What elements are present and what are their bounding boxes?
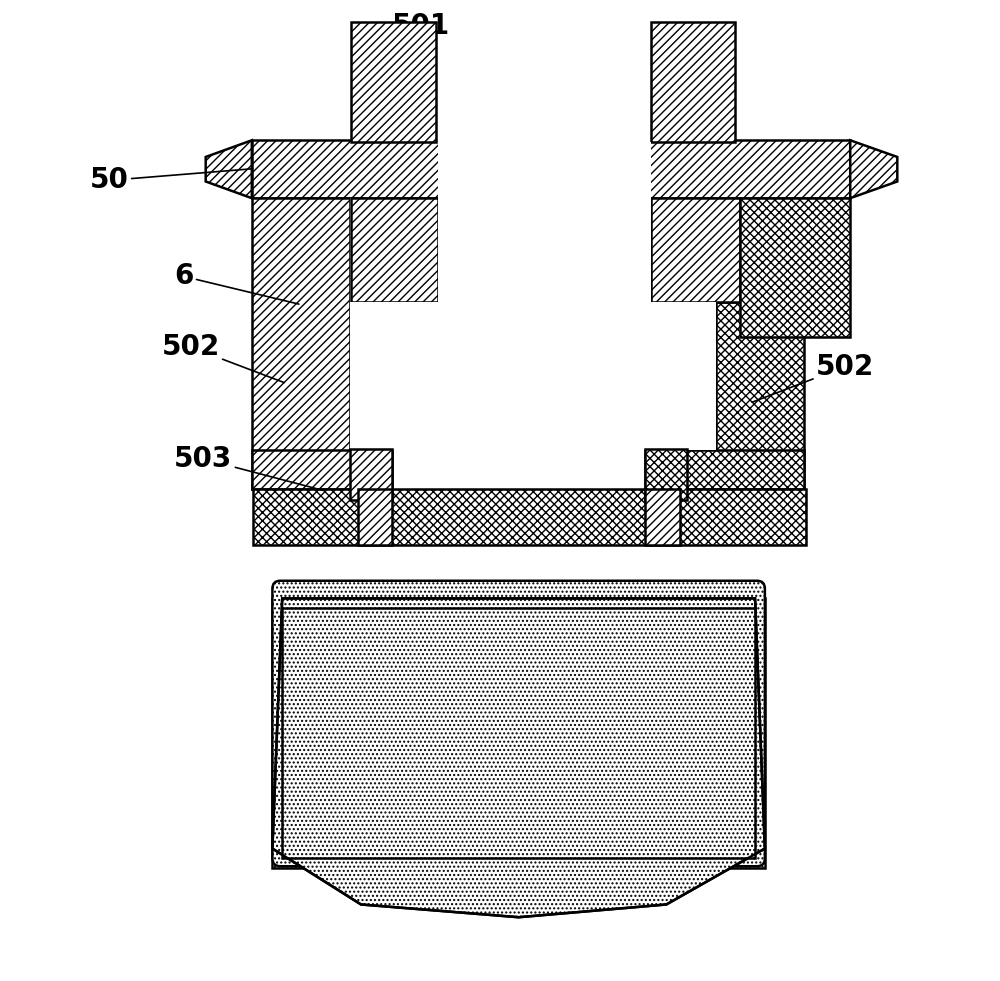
Bar: [651, 198, 740, 302]
Text: 503: 503: [174, 445, 323, 490]
Bar: [282, 608, 755, 858]
Polygon shape: [850, 140, 897, 198]
Text: 50: 50: [90, 167, 253, 194]
Bar: [350, 302, 716, 450]
Bar: [282, 608, 755, 858]
Bar: [651, 22, 735, 142]
Bar: [252, 198, 350, 489]
Bar: [272, 598, 765, 868]
Bar: [252, 450, 392, 489]
Polygon shape: [272, 598, 765, 917]
Bar: [645, 489, 680, 545]
Bar: [438, 142, 651, 302]
Text: 502: 502: [752, 353, 874, 402]
FancyBboxPatch shape: [272, 581, 765, 866]
Bar: [252, 140, 850, 198]
Text: 502: 502: [162, 334, 284, 383]
Text: 501: 501: [392, 13, 450, 88]
Bar: [436, 2, 651, 142]
Bar: [351, 22, 436, 142]
Bar: [645, 449, 687, 500]
Bar: [350, 449, 392, 500]
Bar: [351, 198, 438, 302]
Polygon shape: [206, 140, 252, 198]
Bar: [358, 489, 392, 545]
Bar: [716, 302, 804, 489]
Bar: [350, 198, 651, 302]
Text: 6: 6: [174, 263, 299, 304]
Bar: [253, 489, 806, 545]
Bar: [740, 198, 850, 337]
Bar: [645, 450, 804, 489]
